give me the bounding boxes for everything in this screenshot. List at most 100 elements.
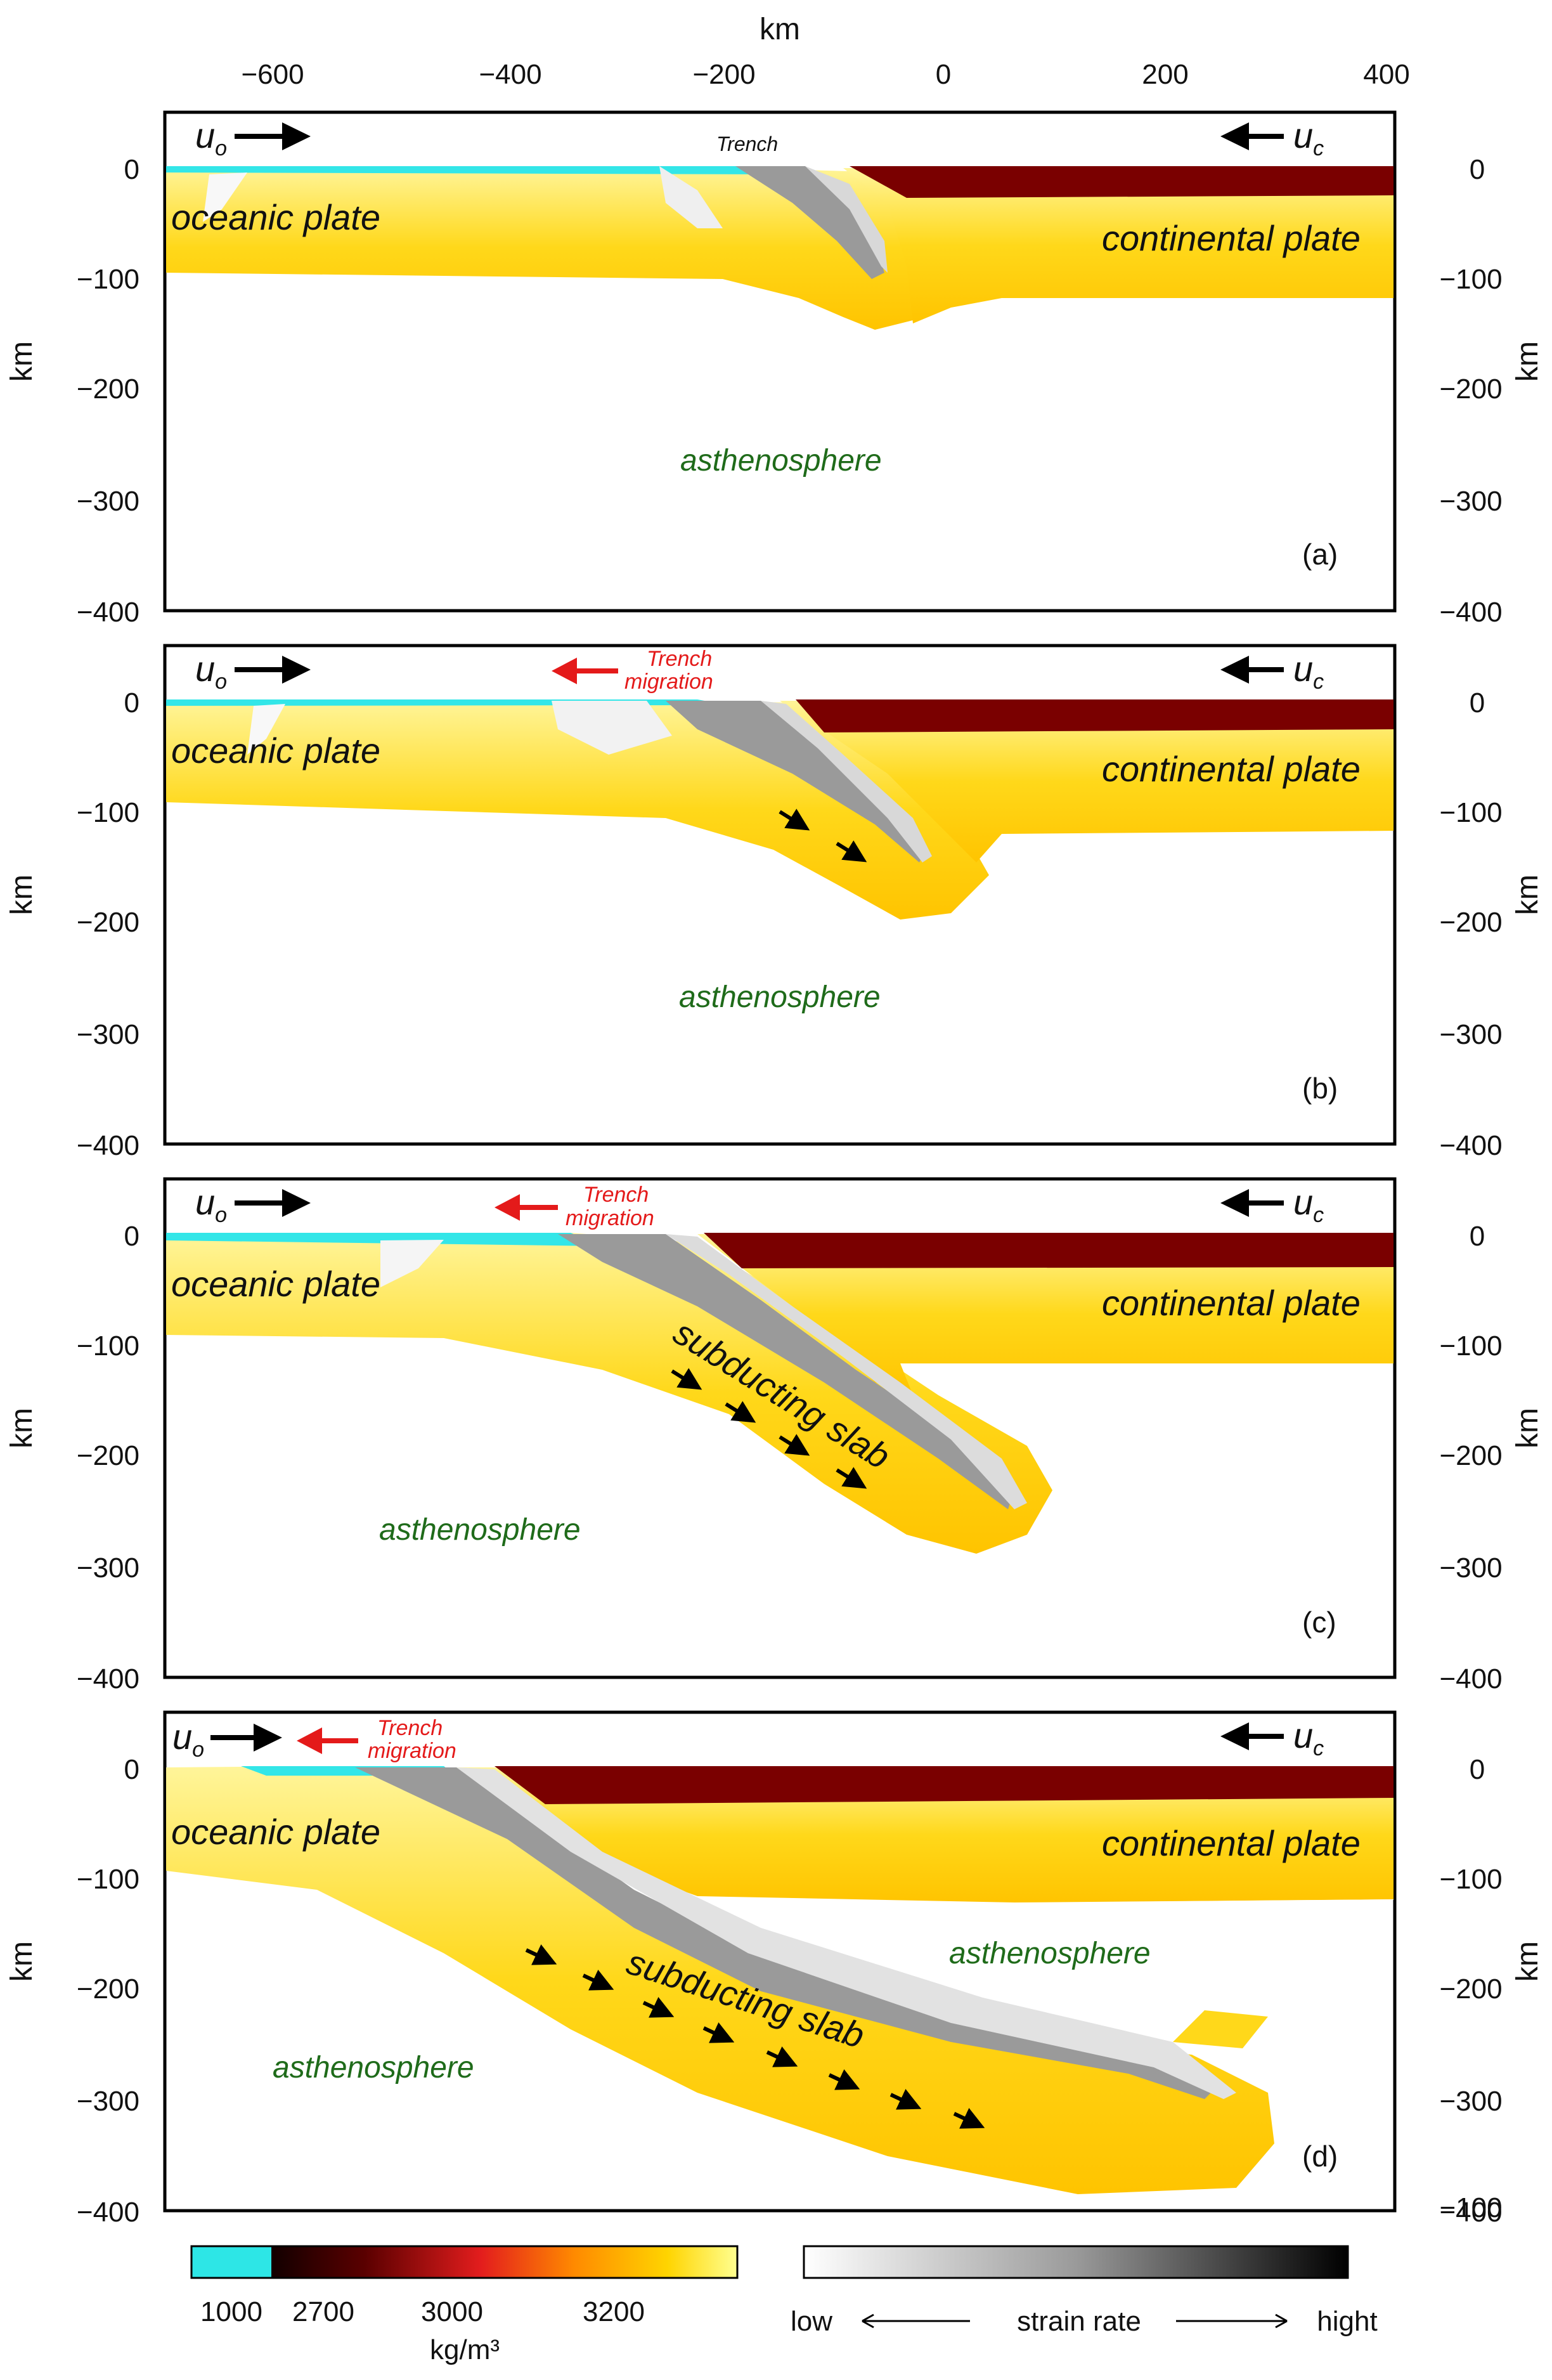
y-tick-label: 0 (1470, 1221, 1485, 1252)
flow-arrow-icon (582, 1970, 614, 1991)
continental-lithosphere (843, 168, 1394, 323)
trench-migration-line2: migration (368, 1739, 456, 1763)
continental-lithosphere (780, 701, 1394, 862)
shear-zone (558, 1234, 1014, 1509)
trench-migration: Trench migration (552, 647, 713, 694)
slab-flow-arrows (525, 1944, 985, 2129)
weak-zone (247, 704, 285, 755)
oceanic-plate-label: oceanic plate (171, 1264, 380, 1304)
x-tick-label: −600 (241, 59, 304, 90)
y-tick-label: −100 (77, 797, 139, 828)
y-tick-label: −100 (77, 1864, 139, 1895)
uo-symbol: uo (195, 115, 227, 160)
colorbar-tick: 3200 (583, 2296, 645, 2327)
asthenosphere-label: asthenosphere (679, 980, 881, 1014)
y-tick-label: −200 (77, 907, 139, 938)
shear-zone-edge (805, 166, 888, 273)
colorbar-gradient (271, 2246, 737, 2278)
asthenosphere-label: asthenosphere (949, 1937, 1151, 1970)
ocean-water (166, 1233, 602, 1246)
y-tick-label: −400 (1439, 1663, 1502, 1694)
y-tick-label: −300 (77, 1552, 139, 1583)
y-tick-label: 0 (1470, 1754, 1485, 1785)
uc-symbol: uc (1293, 1182, 1324, 1227)
density-colorbar: 1000 2700 3000 3200 kg/m³ (190, 2245, 739, 2365)
arrow-head (1220, 656, 1249, 684)
y-tick-label: 0 (124, 154, 139, 185)
y-axis-label: km (1511, 875, 1544, 915)
uc-symbol: uc (1293, 115, 1324, 160)
y-tick-label: −400 (1439, 1130, 1502, 1161)
arrow-head (862, 2313, 874, 2329)
uc-symbol: uc (1293, 1715, 1324, 1760)
y-tick-label: −400 (77, 1663, 139, 1694)
y-tick-label: −200 (1439, 907, 1502, 938)
y-tick-label: −100 (1439, 1864, 1502, 1895)
right-y-axis: 0 −100 −200 −300 −400 km (1439, 1221, 1544, 1694)
panel-d: subducting slab oceanic plate continenta… (5, 1710, 1544, 2228)
arrow-head (1220, 1189, 1249, 1217)
y-tick-label: −200 (77, 1440, 139, 1471)
y-axis-label: km (5, 875, 39, 915)
arrow-head (282, 122, 311, 150)
continental-plate-label: continental plate (1102, 1823, 1361, 1863)
right-y-axis: 0 −100 −200 −300 −400 −100 km (1439, 1754, 1544, 2228)
y-tick-label: −300 (1439, 486, 1502, 517)
y-axis-label: km (5, 1408, 39, 1448)
uo-velocity: uo (195, 115, 311, 160)
flow-arrow-icon (836, 1467, 867, 1489)
panel-b: oceanic plate continental plate asthenos… (5, 644, 1544, 1161)
left-y-axis: 0 −100 −200 −300 −400 km (5, 1221, 139, 1694)
y-tick-label: 0 (1470, 687, 1485, 719)
flow-arrow-icon (525, 1944, 557, 1965)
flow-arrow-icon (702, 2022, 735, 2043)
y-tick-label: −100 (77, 264, 139, 295)
arrow-head (282, 1189, 311, 1217)
ocean-water (166, 166, 780, 174)
continental-crust (796, 699, 1394, 732)
arrow-head (282, 656, 311, 684)
uc-velocity: uc (1220, 1182, 1324, 1227)
x-tick-label: −400 (479, 59, 541, 90)
top-x-axis-label: km (760, 13, 800, 46)
arrow-head (297, 1727, 322, 1754)
y-axis-label: km (1511, 1408, 1544, 1448)
weak-zone (380, 1240, 444, 1287)
y-tick-label: −400 (1439, 597, 1502, 628)
strain-rate-colorbar: low strain rate hight (791, 2245, 1378, 2337)
flow-arrow-icon (725, 1401, 756, 1423)
flow-arrow-icon (779, 1434, 810, 1456)
trench-migration-line2: migration (566, 1206, 654, 1230)
x-tick-label: 200 (1142, 59, 1188, 90)
y-tick-label: −200 (1439, 1440, 1502, 1471)
colorbar-tick: 3000 (421, 2296, 483, 2327)
weak-zone (203, 172, 247, 222)
top-x-axis: km −600 −400 −200 0 200 400 (241, 13, 1409, 90)
oceanic-plate-label: oceanic plate (171, 731, 380, 771)
shear-zone-edge (456, 1767, 1236, 2099)
uo-velocity: uo (195, 649, 311, 694)
panel-letter: (d) (1302, 2140, 1338, 2173)
colorbar-unit: kg/m³ (430, 2334, 500, 2365)
arrow-head (1220, 1722, 1249, 1750)
y-tick-label: −400 (77, 2197, 139, 2228)
colorbar-water-segment (191, 2246, 271, 2278)
y-tick-label: −400 (77, 597, 139, 628)
weak-zone (552, 701, 672, 755)
oceanic-plate-label: oceanic plate (171, 197, 380, 237)
trench-migration-line2: migration (624, 670, 713, 694)
shear-zone (735, 166, 884, 279)
flow-arrow-icon (836, 840, 867, 862)
strain-high-label: hight (1317, 2306, 1377, 2337)
shear-zone (666, 701, 926, 862)
uc-symbol: uc (1293, 649, 1324, 694)
left-y-axis: 0 −100 −200 −300 −400 km (5, 687, 139, 1161)
shear-zone-edge (761, 701, 932, 862)
right-y-axis: 0 −100 −200 −300 −400 km (1439, 154, 1544, 628)
y-tick-label: −400 (1439, 2197, 1502, 2228)
y-tick-label-overlap: −100 (1439, 2192, 1502, 2223)
asthenosphere-label: asthenosphere (273, 2051, 474, 2084)
slab-flow-arrows (671, 1368, 867, 1489)
flow-arrow-icon (828, 2069, 860, 2090)
